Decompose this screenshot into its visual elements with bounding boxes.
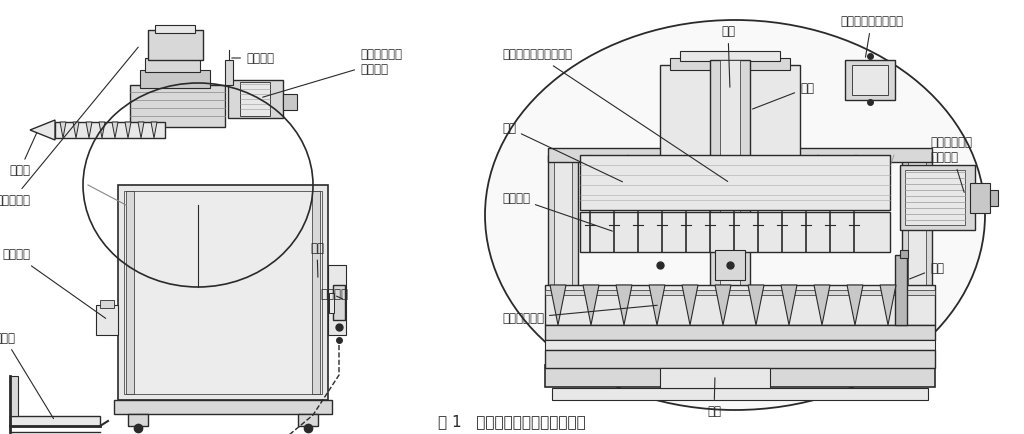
Bar xyxy=(126,191,134,394)
Bar xyxy=(118,185,328,400)
Bar xyxy=(10,376,18,416)
Polygon shape xyxy=(814,285,830,325)
Text: 出料口: 出料口 xyxy=(9,132,37,178)
Bar xyxy=(228,80,283,118)
Bar xyxy=(554,160,572,365)
Bar xyxy=(333,285,345,320)
Text: 图 1   粉状物料包装机结构示意图: 图 1 粉状物料包装机结构示意图 xyxy=(438,414,586,430)
Bar xyxy=(100,300,114,308)
Polygon shape xyxy=(73,122,79,138)
Bar xyxy=(128,414,148,426)
Bar xyxy=(545,325,935,340)
Text: 驱动电动机及
传动部件: 驱动电动机及 传动部件 xyxy=(930,136,972,192)
Polygon shape xyxy=(781,285,797,325)
Text: 刮片: 刮片 xyxy=(909,262,944,279)
Bar xyxy=(908,160,926,365)
Bar xyxy=(580,155,890,210)
Text: 料仓: 料仓 xyxy=(721,25,735,87)
Bar xyxy=(96,305,118,335)
Text: 填料密封轴连接装置: 填料密封轴连接装置 xyxy=(840,15,903,57)
Bar xyxy=(240,82,270,116)
Text: 真空管路: 真空管路 xyxy=(231,52,274,65)
Polygon shape xyxy=(138,122,144,138)
Bar xyxy=(548,148,932,162)
Bar xyxy=(720,60,740,370)
Bar xyxy=(680,51,780,61)
Polygon shape xyxy=(880,285,896,325)
Bar xyxy=(545,365,935,387)
Polygon shape xyxy=(125,122,131,138)
Polygon shape xyxy=(550,285,566,325)
Bar xyxy=(670,58,790,70)
Bar xyxy=(900,165,975,230)
Text: 转筒: 转筒 xyxy=(502,122,623,182)
Text: 螺旋输送机构: 螺旋输送机构 xyxy=(502,305,657,325)
Bar xyxy=(283,94,297,110)
Text: 真空元件: 真空元件 xyxy=(319,289,348,302)
Bar xyxy=(710,60,750,370)
Bar xyxy=(298,414,318,426)
Bar xyxy=(10,416,100,426)
Bar xyxy=(660,65,800,157)
Bar xyxy=(545,350,935,368)
Bar xyxy=(580,212,890,252)
Bar xyxy=(55,122,165,138)
Text: 机架: 机架 xyxy=(707,378,721,418)
Text: 驱动电动机及
传动部件: 驱动电动机及 传动部件 xyxy=(263,48,402,97)
Polygon shape xyxy=(847,285,863,325)
Bar xyxy=(329,293,334,313)
Polygon shape xyxy=(60,122,66,138)
Text: 盛料盘: 盛料盘 xyxy=(0,332,53,419)
Bar xyxy=(148,30,203,60)
Bar xyxy=(225,60,233,85)
Bar xyxy=(114,400,332,414)
Bar xyxy=(852,65,888,95)
Bar xyxy=(545,285,935,325)
Bar xyxy=(900,250,908,258)
Bar xyxy=(660,368,770,388)
Bar xyxy=(902,155,932,367)
Bar xyxy=(155,25,195,33)
Bar xyxy=(715,250,745,280)
Text: 机架: 机架 xyxy=(310,241,324,277)
Text: 真空上料仓: 真空上料仓 xyxy=(0,47,138,207)
Bar xyxy=(328,265,346,335)
Bar xyxy=(970,183,990,213)
Polygon shape xyxy=(583,285,599,325)
Bar xyxy=(895,255,907,325)
Polygon shape xyxy=(30,120,55,140)
Bar xyxy=(545,290,935,295)
Text: 转轴: 转轴 xyxy=(753,82,814,109)
Bar xyxy=(990,190,998,206)
Bar xyxy=(145,58,200,72)
Polygon shape xyxy=(151,122,157,138)
Text: 破拱组件: 破拱组件 xyxy=(502,191,612,231)
Bar xyxy=(312,191,319,394)
Bar xyxy=(130,85,225,127)
Bar xyxy=(548,155,578,367)
Ellipse shape xyxy=(485,20,985,410)
Bar xyxy=(905,170,965,225)
Polygon shape xyxy=(715,285,731,325)
Bar xyxy=(124,191,322,394)
Bar xyxy=(140,70,210,88)
Text: 称重装置: 称重装置 xyxy=(2,249,105,319)
Bar xyxy=(552,388,928,400)
Bar xyxy=(545,340,935,350)
Polygon shape xyxy=(748,285,764,325)
Text: 转筒与转轴之间的间隙: 转筒与转轴之间的间隙 xyxy=(502,49,728,181)
Polygon shape xyxy=(112,122,118,138)
Polygon shape xyxy=(682,285,698,325)
Polygon shape xyxy=(99,122,105,138)
Bar xyxy=(845,60,895,100)
Polygon shape xyxy=(616,285,632,325)
Polygon shape xyxy=(86,122,92,138)
Polygon shape xyxy=(649,285,665,325)
